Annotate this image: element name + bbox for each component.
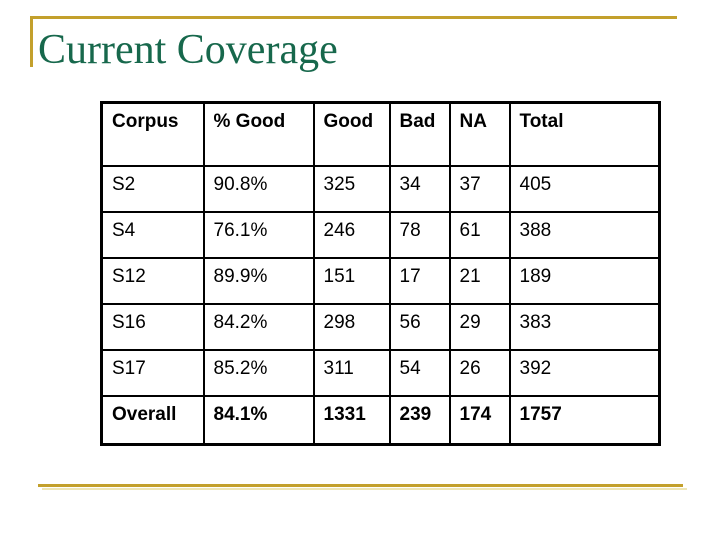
table-cell: 78 — [388, 210, 451, 259]
header-cell: Corpus — [100, 101, 205, 167]
left-accent-bar — [30, 16, 33, 67]
top-accent-line — [30, 16, 677, 19]
table-cell: 1331 — [312, 394, 391, 446]
table-cell: 26 — [448, 348, 511, 397]
table-cell: 54 — [388, 348, 451, 397]
table-cell: 56 — [388, 302, 451, 351]
table-cell: S17 — [100, 348, 205, 397]
table-cell: S2 — [100, 164, 205, 213]
table-cell: 84.1% — [202, 394, 315, 446]
table-row: Overall 84.1% 1331 239 174 1757 — [100, 394, 661, 446]
table-cell: 405 — [508, 164, 661, 213]
table-cell: 90.8% — [202, 164, 315, 213]
header-cell: NA — [448, 101, 511, 167]
table-cell: 298 — [312, 302, 391, 351]
table-row: S17 85.2% 311 54 26 392 — [100, 348, 661, 397]
table-cell: 189 — [508, 256, 661, 305]
table-cell: 29 — [448, 302, 511, 351]
slide-title: Current Coverage — [38, 27, 338, 73]
header-cell: Good — [312, 101, 391, 167]
table-cell: 246 — [312, 210, 391, 259]
table-cell: 34 — [388, 164, 451, 213]
table-row: S12 89.9% 151 17 21 189 — [100, 256, 661, 305]
table-row: S16 84.2% 298 56 29 383 — [100, 302, 661, 351]
table-header-row: Corpus% Good Good Bad NA Total — [100, 101, 661, 167]
bottom-accent-line — [38, 484, 683, 487]
table-cell: 311 — [312, 348, 391, 397]
table-cell: 325 — [312, 164, 391, 213]
table-cell: 1757 — [508, 394, 661, 446]
header-cell: Bad — [388, 101, 451, 167]
table-cell: 392 — [508, 348, 661, 397]
table-cell: 388 — [508, 210, 661, 259]
table-cell: 383 — [508, 302, 661, 351]
table-row: S4 76.1% 246 78 61 388 — [100, 210, 661, 259]
table-cell: S4 — [100, 210, 205, 259]
table-cell: 17 — [388, 256, 451, 305]
table-cell: 239 — [388, 394, 451, 446]
header-cell: % Good — [202, 101, 315, 167]
table-cell: 37 — [448, 164, 511, 213]
table-row: S2 90.8% 325 34 37 405 — [100, 164, 661, 213]
table-cell: 84.2% — [202, 302, 315, 351]
table-cell: 21 — [448, 256, 511, 305]
bottom-accent-line-light — [42, 488, 687, 490]
header-cell: Total — [508, 101, 661, 167]
coverage-table: Corpus% Good Good Bad NA Total S2 90.8% 325 34 3… — [100, 101, 661, 446]
table-cell: 89.9% — [202, 256, 315, 305]
table-body: S2 90.8% 325 34 37 405 S4 76.1% 246 78 61 388 S12 89.… — [100, 164, 661, 446]
table-cell: Overall — [100, 394, 205, 446]
table-cell: 76.1% — [202, 210, 315, 259]
table-cell: S12 — [100, 256, 205, 305]
table-cell: 85.2% — [202, 348, 315, 397]
table-cell: S16 — [100, 302, 205, 351]
table-cell: 151 — [312, 256, 391, 305]
table-cell: 61 — [448, 210, 511, 259]
table-cell: 174 — [448, 394, 511, 446]
